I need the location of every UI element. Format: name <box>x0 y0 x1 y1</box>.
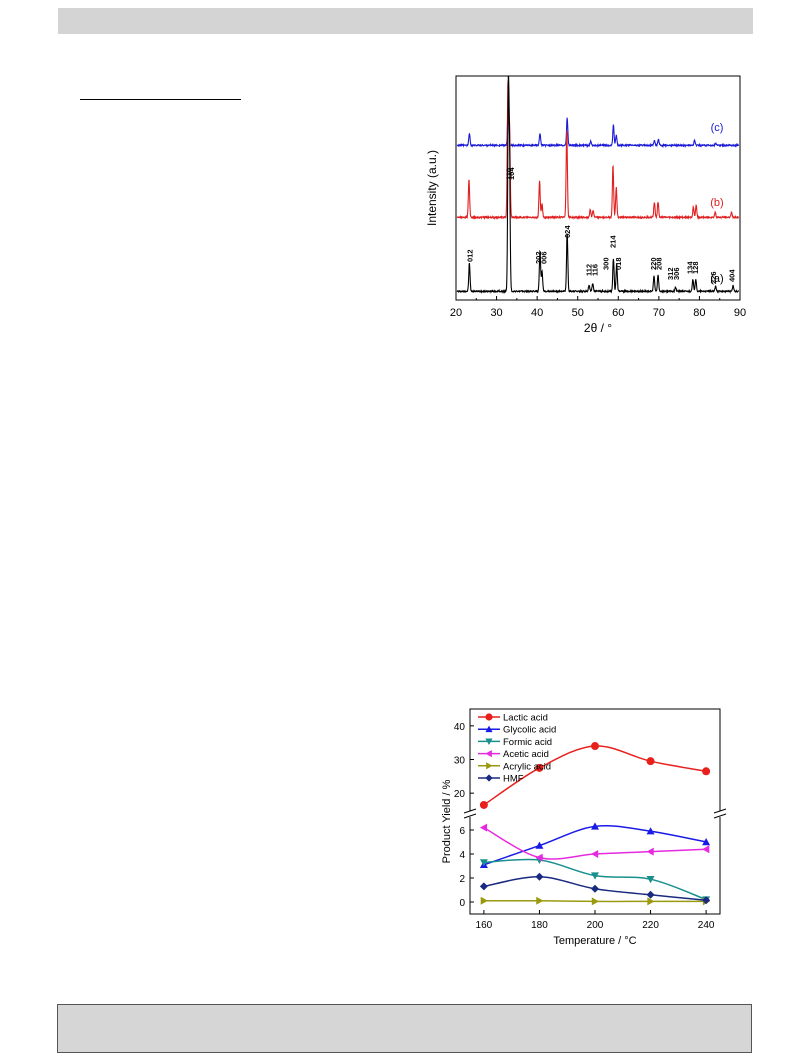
yield-data-point <box>702 896 711 905</box>
yield-data-point <box>479 800 488 809</box>
yield-legend-label: Glycolic acid <box>503 725 556 736</box>
xrd-series-label: (a) <box>710 273 723 285</box>
yield-x-tick-label: 220 <box>642 920 659 931</box>
xrd-peak-label: 226 <box>709 271 718 284</box>
xrd-x-tick-label: 90 <box>734 307 746 319</box>
yield-data-point <box>485 750 492 758</box>
yield-x-axis-label: Temperature / °C <box>553 935 636 947</box>
yield-data-point <box>646 876 655 884</box>
yield-y-tick-label: 20 <box>454 789 466 800</box>
yield-data-point <box>479 882 488 891</box>
xrd-x-tick-label: 40 <box>531 307 543 319</box>
xrd-series-line <box>456 80 740 221</box>
yield-legend-label: Formic acid <box>503 737 552 748</box>
xrd-peak-label: 116 <box>590 264 599 276</box>
header-band <box>58 8 753 34</box>
yield-data-point <box>486 762 493 770</box>
xrd-series-label: (b) <box>710 197 723 209</box>
xrd-peak-label: 300 <box>602 257 611 270</box>
yield-x-tick-label: 160 <box>476 920 493 931</box>
xrd-x-tick-label: 50 <box>572 307 584 319</box>
yield-data-point <box>591 872 599 880</box>
xrd-peak-label: 312 <box>666 267 675 280</box>
xrd-series-line <box>456 87 740 149</box>
xrd-peak-label: 110 <box>504 168 513 180</box>
yield-axis-break-mark <box>713 808 727 814</box>
yield-legend-label: Lactic acid <box>503 713 548 724</box>
xrd-peak-label: 104 <box>507 167 516 180</box>
yield-data-point <box>702 767 711 776</box>
xrd-peak-label: 202 <box>534 251 543 264</box>
yield-data-point <box>485 725 493 733</box>
yield-data-point <box>591 884 599 893</box>
yield-y-tick-label: 0 <box>459 898 465 909</box>
xrd-peak-label: 208 <box>654 257 663 270</box>
footer-box <box>57 1004 752 1053</box>
yield-y-tick-label: 6 <box>459 826 465 837</box>
xrd-peak-label: 404 <box>727 269 736 282</box>
xrd-peak-label: 128 <box>691 261 700 274</box>
yield-legend-label: Acetic acid <box>503 749 549 760</box>
title-underline <box>80 99 241 100</box>
xrd-x-tick-label: 60 <box>612 307 624 319</box>
yield-data-point <box>535 841 544 849</box>
xrd-peak-label: 012 <box>465 249 474 262</box>
yield-y-tick-label: 30 <box>454 756 466 767</box>
xrd-x-tick-label: 20 <box>450 307 462 319</box>
xrd-x-tick-label: 70 <box>653 307 665 319</box>
xrd-peak-label: 134 <box>686 261 695 274</box>
yield-axis-break-mark <box>713 813 727 819</box>
yield-data-point <box>702 845 710 854</box>
yield-data-point <box>591 822 599 830</box>
yield-x-tick-label: 240 <box>698 920 715 931</box>
yield-data-point <box>535 872 544 881</box>
yield-y-tick-label: 4 <box>459 850 465 861</box>
xrd-peak-label: 024 <box>563 225 572 238</box>
yield-data-point <box>646 847 654 856</box>
xrd-peak-label: 220 <box>649 257 658 270</box>
xrd-peak-label: 214 <box>609 235 618 248</box>
yield-y-axis-label: Product Yield / % <box>441 779 453 863</box>
yield-axis-break-mark <box>463 808 477 814</box>
yield-data-point <box>479 859 488 867</box>
xrd-peak-label: 006 <box>540 251 549 264</box>
yield-data-point <box>485 738 493 745</box>
yield-y-tick-label: 2 <box>459 874 465 885</box>
xrd-x-tick-label: 80 <box>693 307 705 319</box>
xrd-peak-label: 306 <box>672 267 681 280</box>
yield-data-point <box>535 853 543 862</box>
yield-data-point <box>485 713 493 721</box>
xrd-x-tick-label: 30 <box>490 307 502 319</box>
xrd-series-label: (c) <box>711 122 724 134</box>
yield-data-point <box>591 742 599 751</box>
yield-x-tick-label: 200 <box>587 920 604 931</box>
yield-data-point <box>535 763 544 772</box>
xrd-peak-label: 112 <box>584 264 593 276</box>
xrd-peak-label: 018 <box>614 257 623 270</box>
yield-axis-break-mark <box>463 813 477 819</box>
yield-y-tick-label: 40 <box>454 722 466 733</box>
yield-data-point <box>646 757 655 766</box>
yield-data-point <box>591 897 599 906</box>
yield-data-point <box>702 838 711 846</box>
yield-x-tick-label: 180 <box>531 920 548 931</box>
yield-data-point <box>485 774 493 782</box>
yield-data-point <box>646 827 655 835</box>
yield-axis-break-gap <box>464 811 726 817</box>
yield-data-point <box>479 823 488 832</box>
yield-data-point <box>647 897 655 906</box>
yield-series-line <box>483 825 707 866</box>
yield-data-point <box>646 890 655 899</box>
yield-data-point <box>536 896 544 905</box>
xrd-x-axis-label: 2θ / ° <box>584 321 612 335</box>
yield-data-point <box>591 850 599 858</box>
yield-data-point <box>480 896 488 905</box>
xrd-y-axis-label: Intensity (a.u.) <box>425 150 439 226</box>
yield-legend-label: HMF <box>503 774 524 785</box>
xrd-series-line <box>456 76 740 295</box>
yield-legend-label: Acrylic acid <box>503 761 551 772</box>
